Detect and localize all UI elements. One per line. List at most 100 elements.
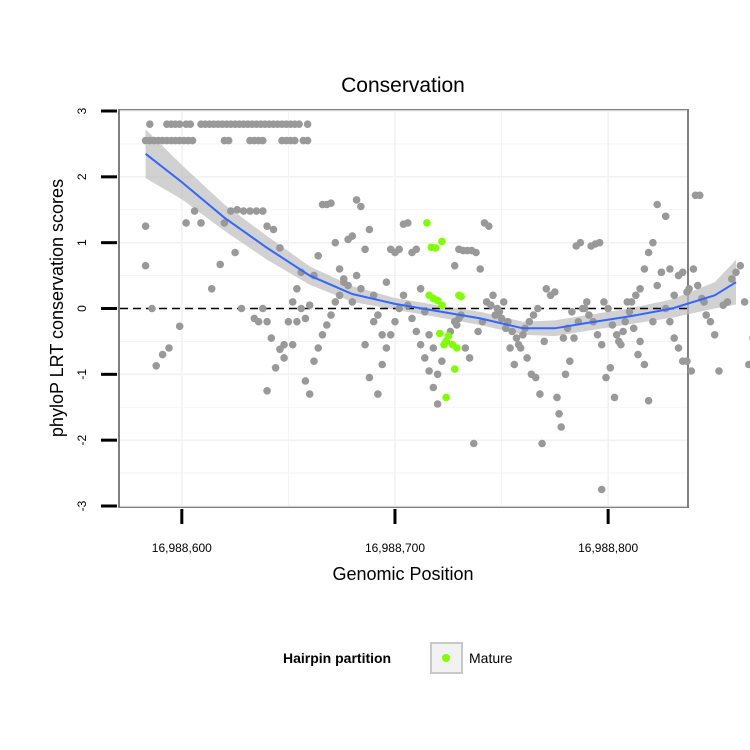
- point-other: [474, 327, 482, 336]
- point-other: [259, 304, 267, 313]
- point-other: [259, 136, 267, 145]
- point-other: [715, 367, 723, 375]
- point-other: [197, 219, 205, 227]
- point-other: [710, 331, 719, 339]
- point-other: [595, 238, 604, 247]
- y-tick-label: 0: [75, 305, 89, 312]
- chart-title: Conservation: [341, 74, 465, 97]
- point-other: [295, 120, 303, 128]
- point-other: [227, 207, 235, 215]
- point-other: [303, 136, 312, 145]
- point-other: [433, 370, 442, 379]
- point-other: [263, 222, 271, 230]
- point-other: [361, 340, 369, 349]
- point-other: [382, 278, 391, 287]
- point-other: [702, 311, 710, 319]
- smooth-trend-line: [144, 153, 737, 330]
- point-mature: [442, 337, 450, 346]
- point-other: [357, 202, 365, 211]
- point-other: [438, 357, 446, 366]
- point-other: [559, 334, 568, 342]
- point-other: [303, 120, 312, 128]
- point-other: [465, 354, 474, 362]
- point-other: [148, 304, 156, 313]
- legend-label-mature: Mature: [469, 650, 513, 666]
- point-other: [617, 340, 625, 349]
- point-other: [429, 344, 438, 352]
- point-mature: [423, 219, 431, 227]
- point-other: [627, 298, 636, 306]
- point-other: [740, 298, 749, 306]
- point-other: [536, 390, 544, 398]
- point-other: [551, 288, 559, 296]
- point-other: [293, 285, 301, 293]
- point-other: [657, 268, 666, 277]
- point-other: [531, 373, 540, 382]
- point-other: [254, 317, 263, 326]
- point-other: [640, 360, 649, 369]
- x-axis: 16,988,600 16,988,700 16,988,800: [152, 509, 638, 555]
- point-other: [327, 311, 335, 319]
- point-other: [502, 324, 510, 333]
- point-other: [314, 344, 323, 352]
- point-other: [687, 367, 696, 375]
- point-other: [280, 340, 288, 349]
- point-other: [489, 291, 497, 300]
- point-other: [670, 291, 678, 300]
- point-other: [602, 373, 610, 382]
- point-other: [612, 331, 621, 339]
- point-other: [365, 225, 374, 234]
- point-mature: [435, 329, 444, 338]
- point-other: [293, 317, 301, 326]
- point-other: [141, 222, 150, 230]
- point-other: [327, 199, 335, 207]
- point-other: [653, 281, 661, 290]
- point-other: [305, 390, 314, 398]
- point-other: [593, 331, 602, 339]
- point-other: [141, 261, 150, 270]
- point-other: [632, 291, 640, 300]
- point-other: [412, 245, 421, 254]
- point-other: [297, 304, 306, 313]
- point-other: [670, 334, 678, 342]
- point-other: [608, 321, 617, 329]
- legend: Hairpin partition Mature: [283, 642, 513, 674]
- point-other: [470, 439, 478, 448]
- point-other: [425, 331, 433, 339]
- point-other: [636, 337, 644, 346]
- point-other: [263, 387, 271, 395]
- y-axis: -3 -2 -1 0 1 2 3: [75, 107, 117, 511]
- point-other: [352, 196, 361, 204]
- point-other: [619, 327, 627, 336]
- point-other: [421, 354, 429, 362]
- point-other: [540, 337, 548, 346]
- point-other: [361, 245, 369, 254]
- point-other: [269, 225, 278, 234]
- point-other: [553, 393, 561, 402]
- point-other: [506, 344, 514, 352]
- point-other: [476, 265, 485, 273]
- point-other: [696, 191, 704, 200]
- point-other: [561, 370, 570, 379]
- point-other: [252, 207, 261, 215]
- point-other: [495, 308, 504, 316]
- point-other: [523, 354, 531, 362]
- point-other: [348, 232, 357, 240]
- point-other: [175, 120, 184, 128]
- point-other: [600, 298, 608, 306]
- point-mature: [431, 244, 440, 252]
- point-other: [412, 327, 421, 336]
- point-other: [348, 298, 357, 306]
- point-other: [519, 331, 527, 339]
- point-other: [408, 314, 416, 323]
- point-other: [606, 364, 615, 372]
- point-other: [653, 200, 661, 209]
- point-other: [369, 291, 378, 300]
- y-tick-label: -1: [75, 369, 89, 380]
- point-other: [429, 383, 438, 392]
- point-other: [450, 261, 459, 270]
- point-other: [220, 219, 229, 227]
- point-other: [305, 301, 314, 310]
- point-mature: [453, 344, 461, 352]
- point-other: [604, 304, 612, 313]
